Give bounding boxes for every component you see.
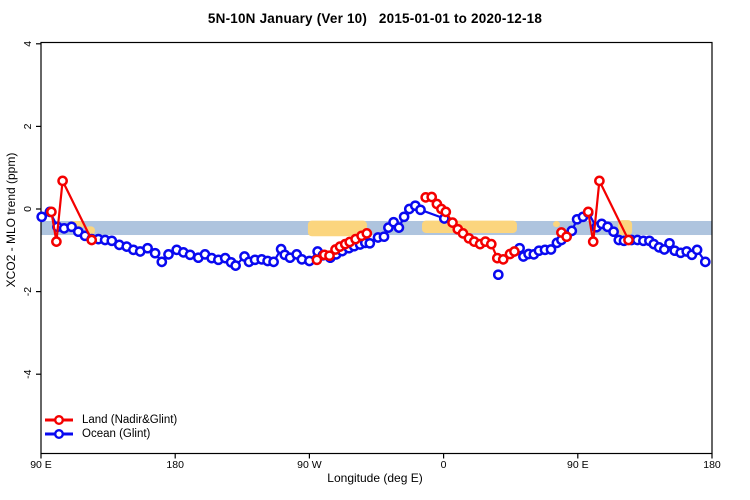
data-point-marker-land bbox=[426, 191, 438, 203]
series-land-line bbox=[50, 179, 93, 243]
data-point-marker-ocean bbox=[142, 242, 153, 254]
data-point-marker-land bbox=[440, 206, 452, 218]
data-point-marker-ocean bbox=[36, 211, 48, 223]
y-tick-label: -2 bbox=[22, 287, 34, 296]
highlight-patch bbox=[553, 220, 560, 228]
data-point-marker-ocean bbox=[156, 256, 168, 268]
data-point-marker-ocean bbox=[664, 237, 675, 249]
data-point-marker-land bbox=[497, 254, 509, 265]
data-point-marker-land bbox=[311, 254, 323, 266]
x-tick-label: 90 E bbox=[30, 459, 52, 471]
data-point-marker-ocean bbox=[398, 211, 410, 223]
y-tick-label: 2 bbox=[22, 123, 34, 129]
legend-swatch-land-icon bbox=[45, 415, 73, 425]
data-point-marker-land bbox=[485, 238, 497, 250]
data-point-marker-land bbox=[587, 236, 599, 247]
data-point-marker-ocean bbox=[378, 231, 390, 243]
data-point-marker-land bbox=[86, 234, 98, 246]
data-point-marker-land bbox=[623, 234, 634, 246]
legend-label-land: Land (Nadir&Glint) bbox=[82, 414, 178, 426]
data-point-marker-land bbox=[46, 206, 57, 218]
series-land bbox=[46, 175, 634, 266]
data-point-marker-ocean bbox=[393, 222, 405, 233]
series-land-line bbox=[587, 179, 630, 243]
highlight-patch bbox=[421, 220, 517, 233]
data-point-marker-ocean bbox=[364, 237, 376, 249]
data-point-marker-ocean bbox=[699, 256, 711, 268]
legend-item-land: Land (Nadir&Glint) bbox=[44, 413, 177, 427]
highlight-patches bbox=[69, 220, 633, 237]
legend-item-ocean: Ocean (Glint) bbox=[44, 427, 177, 441]
x-tick-label: 0 bbox=[441, 459, 447, 471]
data-point-marker-ocean bbox=[268, 256, 279, 268]
series-ocean bbox=[36, 200, 711, 281]
data-point-marker-land bbox=[561, 231, 572, 243]
chart-title: 5N-10N January (Ver 10) 2015-01-01 to 20… bbox=[207, 11, 543, 26]
data-point-marker-land bbox=[447, 217, 458, 228]
highlight-patch bbox=[307, 220, 367, 237]
x-tick-label: 180 bbox=[703, 459, 721, 471]
y-axis-ticks: 4 2 0 -2 -4 bbox=[22, 41, 41, 379]
data-point-marker-ocean bbox=[545, 244, 557, 255]
data-point-marker-ocean bbox=[149, 247, 161, 259]
legend-swatch-ocean-icon bbox=[45, 429, 73, 439]
legend-label-ocean: Ocean (Glint) bbox=[82, 428, 151, 440]
data-point-marker-land bbox=[361, 228, 373, 239]
data-point-marker-land bbox=[582, 206, 594, 218]
x-tick-label: 180 bbox=[166, 459, 184, 471]
data-point-marker-ocean bbox=[691, 244, 703, 256]
data-point-marker-ocean bbox=[608, 226, 619, 238]
y-tick-label: 4 bbox=[22, 41, 34, 47]
data-point-marker-land bbox=[57, 175, 68, 187]
y-tick-label: 0 bbox=[22, 206, 34, 212]
x-axis-title: Longitude (deg E) bbox=[327, 471, 423, 485]
x-tick-label: 90 W bbox=[297, 459, 322, 471]
y-tick-label: -4 bbox=[22, 369, 34, 378]
data-point-marker-land bbox=[324, 250, 335, 262]
data-point-marker-ocean bbox=[163, 249, 174, 260]
x-axis-ticks: 90 E 180 90 W 0 90 E 180 bbox=[30, 453, 721, 471]
x-tick-label: 90 E bbox=[567, 459, 589, 471]
reference-band bbox=[41, 220, 712, 236]
data-point-marker-land bbox=[594, 175, 605, 187]
data-point-marker-ocean bbox=[66, 221, 77, 233]
data-point-marker-land bbox=[509, 246, 520, 257]
data-point-marker-ocean bbox=[230, 260, 241, 271]
plot-frame bbox=[40, 41, 713, 455]
legend: Land (Nadir&Glint) Ocean (Glint) bbox=[44, 413, 177, 441]
data-point-marker-ocean bbox=[492, 269, 504, 281]
data-point-marker-ocean bbox=[415, 204, 426, 216]
y-axis-title: XCO2 - MLO trend (ppm) bbox=[4, 152, 18, 288]
data-point-marker-land bbox=[51, 236, 62, 247]
